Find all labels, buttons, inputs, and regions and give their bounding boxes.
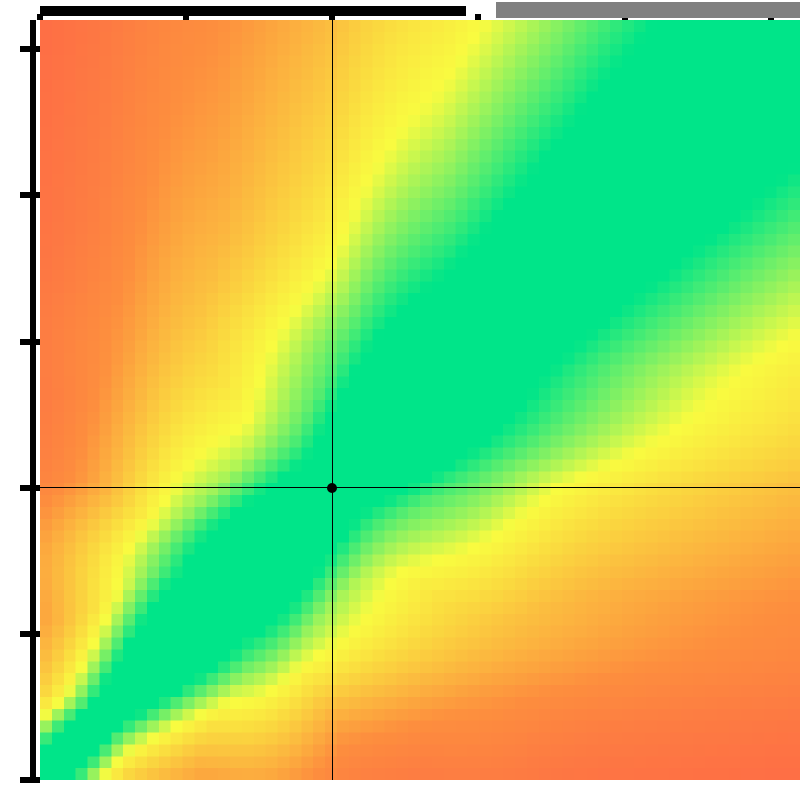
heatmap-canvas <box>40 20 800 780</box>
top-grey-bar <box>496 2 800 18</box>
crosshair-vline <box>332 20 333 780</box>
crosshair-marker <box>327 483 337 493</box>
crosshair-hline <box>40 487 800 488</box>
top-black-strip <box>40 6 466 16</box>
left-black-strip <box>30 20 36 780</box>
xtick <box>475 14 481 20</box>
